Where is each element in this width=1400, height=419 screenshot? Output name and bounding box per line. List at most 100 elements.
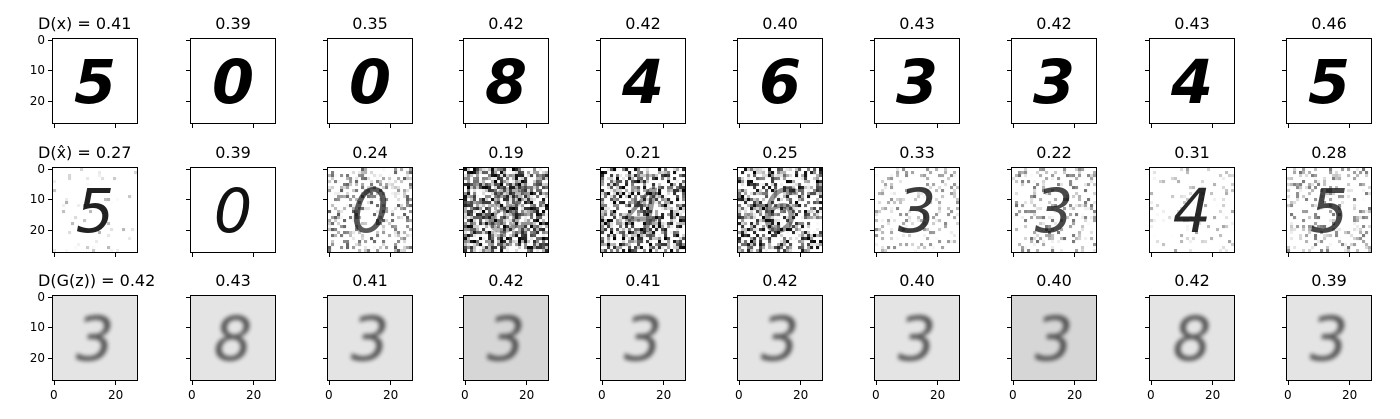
noise-pixel (1059, 218, 1064, 223)
noise-pixel (753, 180, 757, 184)
noise-pixel (761, 197, 766, 202)
noise-pixel (819, 239, 822, 244)
noise-pixel (1331, 201, 1336, 205)
noise-pixel (521, 197, 525, 202)
noise-pixel (622, 186, 626, 190)
noise-pixel (774, 191, 778, 196)
noise-pixel (634, 246, 638, 250)
noise-pixel (1231, 183, 1234, 187)
noise-pixel (1048, 191, 1052, 196)
noise-pixel (1355, 228, 1360, 232)
noise-pixel (816, 201, 820, 205)
noise-pixel (746, 183, 751, 187)
noise-pixel (780, 170, 784, 175)
digit-image: 8 (191, 296, 275, 380)
noise-pixel (357, 239, 362, 244)
noise-pixel (655, 222, 659, 226)
noise-pixel (1310, 246, 1315, 250)
noise-pixel (527, 194, 531, 199)
y-tick (459, 358, 463, 359)
noise-pixel (666, 197, 671, 202)
noise-pixel (370, 170, 374, 175)
noise-pixel (627, 215, 632, 220)
noise-pixel (490, 168, 495, 172)
noise-pixel (672, 170, 677, 175)
noise-pixel (469, 194, 474, 199)
y-tick (48, 199, 52, 200)
noise-pixel (613, 243, 617, 247)
noise-pixel (740, 176, 745, 181)
noise-pixel (738, 207, 742, 211)
noise-pixel (1077, 197, 1082, 202)
noise-pixel (1308, 231, 1312, 235)
noise-pixel (1014, 228, 1019, 232)
digit-image: 5 (53, 39, 137, 123)
noise-pixel (506, 218, 510, 223)
noise-pixel (1083, 236, 1088, 241)
noise-pixel (1289, 212, 1294, 217)
noise-pixel (336, 210, 341, 214)
noise-pixel (1066, 197, 1070, 202)
noise-pixel (466, 243, 471, 247)
noise-pixel (346, 176, 350, 181)
noise-pixel (524, 180, 528, 184)
noise-pixel (935, 236, 939, 241)
noise-pixel (743, 207, 748, 211)
noise-pixel (785, 173, 790, 178)
noise-pixel (469, 236, 474, 241)
noise-pixel (539, 191, 543, 196)
noise-pixel (1152, 233, 1157, 238)
noise-pixel (630, 201, 635, 205)
noise-pixel (511, 176, 516, 181)
x-tick (329, 381, 330, 385)
noise-pixel (490, 189, 495, 193)
noise-pixel (545, 246, 548, 250)
y-tick (186, 358, 190, 359)
noise-pixel (637, 201, 641, 205)
noise-pixel (506, 194, 510, 199)
noise-pixel (1066, 215, 1070, 220)
noise-pixel (490, 197, 495, 202)
noise-pixel (466, 233, 471, 238)
noise-pixel (71, 222, 75, 226)
x-tick (1013, 253, 1014, 257)
noise-pixel (409, 197, 412, 202)
noise-pixel (1059, 249, 1064, 252)
noise-pixel (1093, 218, 1096, 223)
noise-pixel (399, 180, 404, 184)
noise-pixel (1289, 183, 1294, 187)
noise-pixel (813, 176, 817, 181)
noise-pixel (542, 186, 546, 190)
panel-title: 0.33 (899, 143, 935, 162)
noise-pixel (403, 176, 407, 181)
noise-pixel (508, 225, 513, 229)
noise-pixel (1083, 204, 1088, 208)
noise-pixel (493, 212, 498, 217)
noise-pixel (803, 180, 808, 184)
noise-pixel (529, 236, 534, 241)
noise-pixel (609, 222, 614, 226)
y-tick (1282, 199, 1286, 200)
noise-pixel (1150, 218, 1154, 223)
noise-pixel (819, 215, 822, 220)
noise-pixel (795, 194, 799, 199)
x-tick (465, 253, 466, 257)
noise-pixel (487, 236, 492, 241)
noise-pixel (511, 228, 516, 232)
noise-pixel (803, 176, 808, 181)
noise-pixel (472, 246, 477, 250)
noise-pixel (655, 225, 659, 229)
noise-pixel (503, 207, 507, 211)
noise-pixel (761, 168, 766, 172)
noise-pixel (627, 243, 632, 247)
noise-pixel (743, 191, 748, 196)
noise-pixel (756, 204, 760, 208)
noise-pixel (1308, 225, 1312, 229)
noise-pixel (74, 215, 78, 220)
noise-pixel (1344, 249, 1348, 252)
noise-pixel (622, 231, 626, 235)
noise-pixel (809, 186, 814, 190)
noise-pixel (764, 215, 769, 220)
noise-pixel (648, 243, 653, 247)
digit-image: 4 (1150, 168, 1234, 252)
